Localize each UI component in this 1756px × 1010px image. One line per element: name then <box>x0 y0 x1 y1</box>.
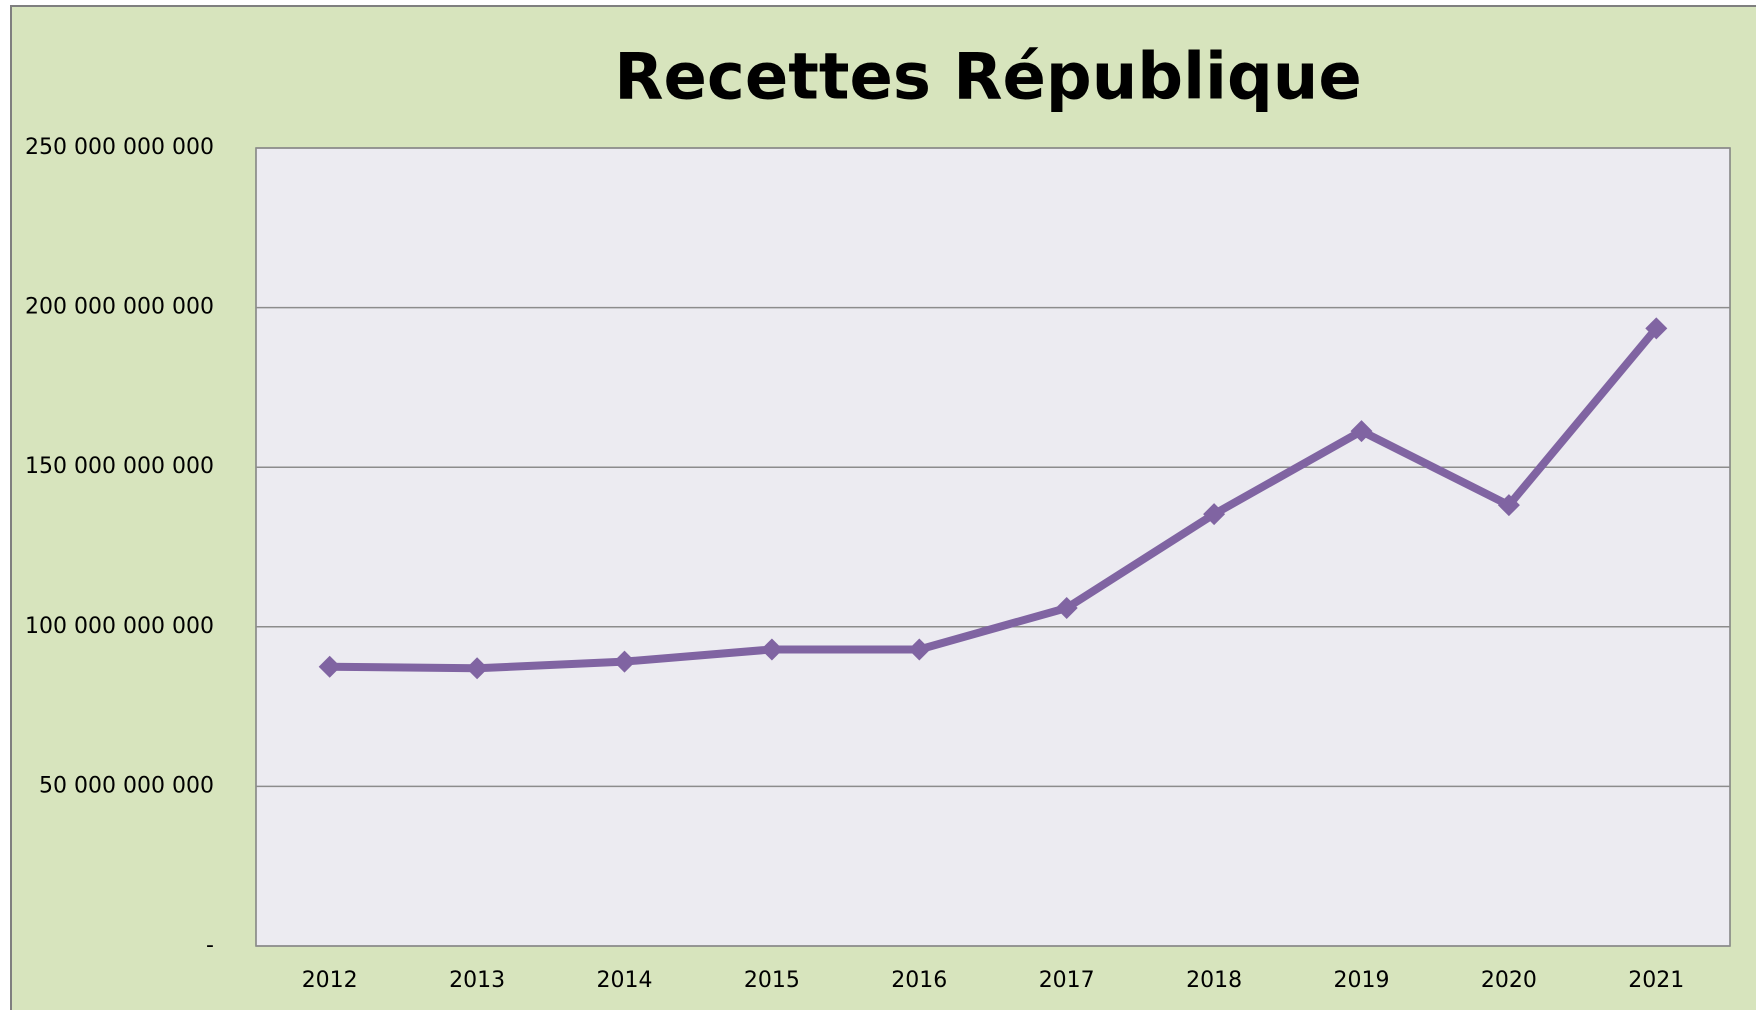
data-point <box>1055 596 1078 619</box>
x-tick-label: 2015 <box>744 968 800 993</box>
data-point <box>466 657 489 680</box>
data-point <box>908 638 931 661</box>
y-tick-label: 150 000 000 000 <box>25 454 214 479</box>
data-point <box>1645 317 1668 340</box>
y-tick-label: 50 000 000 000 <box>39 773 214 798</box>
data-point <box>318 655 341 678</box>
x-tick-label: 2012 <box>302 968 358 993</box>
y-tick-label: - <box>206 933 214 958</box>
x-tick-label: 2019 <box>1334 968 1390 993</box>
data-point <box>760 638 783 661</box>
x-tick-label: 2014 <box>597 968 653 993</box>
x-tick-label: 2013 <box>449 968 505 993</box>
x-tick-label: 2016 <box>891 968 947 993</box>
data-point <box>1203 503 1226 526</box>
x-tick-label: 2020 <box>1481 968 1537 993</box>
data-point <box>1350 420 1373 443</box>
data-line <box>329 325 1660 673</box>
y-tick-label: 250 000 000 000 <box>25 135 214 160</box>
x-tick-label: 2017 <box>1039 968 1095 993</box>
chart-title: Recettes République <box>614 41 1362 115</box>
data-point <box>1497 494 1520 517</box>
plot-area <box>255 147 1731 947</box>
y-tick-label: 100 000 000 000 <box>25 614 214 639</box>
y-tick-label: 200 000 000 000 <box>25 295 214 320</box>
x-tick-label: 2018 <box>1186 968 1242 993</box>
data-point <box>613 650 636 673</box>
x-tick-label: 2021 <box>1628 968 1684 993</box>
